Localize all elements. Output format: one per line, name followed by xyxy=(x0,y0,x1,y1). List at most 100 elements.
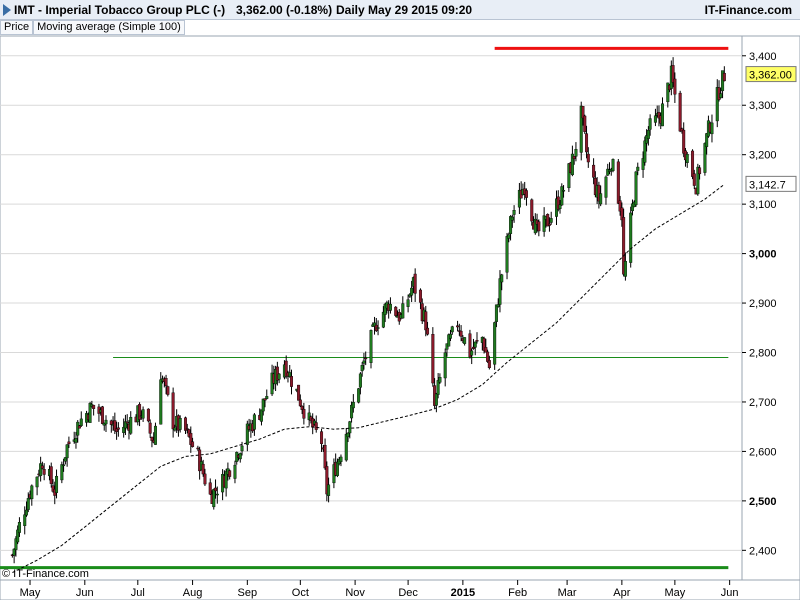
candle-body xyxy=(314,422,318,430)
last-quote: 3,362.00 (-0.18%) xyxy=(236,3,333,17)
candle-body xyxy=(558,204,562,209)
candle-body xyxy=(42,469,46,475)
candle-body xyxy=(125,421,129,424)
datetime-label: May 29 2015 09:20 xyxy=(368,3,473,17)
candle-body xyxy=(438,377,442,383)
candle-body xyxy=(574,149,578,157)
candle-body xyxy=(388,303,392,311)
candle-body xyxy=(39,463,43,476)
candle-body xyxy=(524,190,528,198)
collapse-arrow-icon[interactable] xyxy=(3,4,11,16)
last-price-label-box xyxy=(745,66,797,83)
candle-body xyxy=(583,115,587,132)
candle-body xyxy=(116,427,120,430)
candle-body xyxy=(215,493,219,496)
candle-body xyxy=(470,350,474,356)
candle-body xyxy=(358,373,362,388)
candle-body xyxy=(705,133,709,147)
candle-body xyxy=(443,352,447,379)
y-tick-label: 3,200 xyxy=(749,150,777,162)
candle-body xyxy=(484,347,488,353)
x-tick-label: Nov xyxy=(345,587,365,599)
candle-body xyxy=(171,392,175,430)
candle-body xyxy=(23,514,27,526)
candle-body xyxy=(505,236,509,273)
candle-body xyxy=(203,473,207,485)
candle-body xyxy=(77,425,81,429)
candle-body xyxy=(284,360,288,377)
candle-body xyxy=(424,311,428,331)
candle-body xyxy=(92,404,96,409)
candle-body xyxy=(159,379,163,425)
candle-body xyxy=(510,216,514,221)
x-tick-label: Aug xyxy=(183,587,203,599)
candle-body xyxy=(691,150,695,177)
candle-body xyxy=(530,199,534,222)
candle-body xyxy=(450,326,454,333)
last-price-label: 3,362.00 xyxy=(749,70,792,82)
candle-body xyxy=(12,548,16,556)
legend-moving-average[interactable]: Moving average (Simple 100) xyxy=(33,20,185,35)
y-tick-label: 2,400 xyxy=(749,545,777,557)
candle-body xyxy=(196,447,200,450)
candle-body xyxy=(40,465,44,469)
candle-body xyxy=(487,360,491,369)
candle-body xyxy=(715,87,719,122)
plot-area xyxy=(0,35,743,581)
candle-body xyxy=(661,103,665,127)
candle-body xyxy=(549,218,553,223)
candle-body xyxy=(138,404,142,420)
candle-body xyxy=(463,337,467,344)
candles-group xyxy=(10,57,726,564)
candle-body xyxy=(79,418,83,426)
candle-body xyxy=(348,421,352,434)
candle-body xyxy=(719,93,723,98)
candle-body xyxy=(344,433,348,461)
candle-body xyxy=(74,438,78,443)
legend-price[interactable]: Price xyxy=(0,20,34,35)
title-bar: IMT - Imperial Tobacco Group PLC (-) 3,3… xyxy=(0,0,800,20)
candle-body xyxy=(682,129,686,154)
candle-body xyxy=(629,212,633,263)
x-tick-label: Dec xyxy=(398,587,418,599)
candle-body xyxy=(362,360,366,364)
brand-label: IT-Finance.com xyxy=(704,3,792,17)
y-tick-label: 2,800 xyxy=(749,348,777,360)
y-axis-panel xyxy=(741,35,800,581)
candle-body xyxy=(401,303,405,319)
candle-body xyxy=(327,484,331,496)
candle-body xyxy=(685,154,689,163)
candle-body xyxy=(560,186,564,206)
candle-body xyxy=(25,509,29,516)
x-tick-label: 2015 xyxy=(451,587,475,599)
candle-body xyxy=(494,304,498,322)
x-tick-label: Feb xyxy=(508,587,527,599)
candle-body xyxy=(26,498,30,510)
candle-body xyxy=(496,304,500,307)
candle-body xyxy=(434,393,438,406)
candle-body xyxy=(141,409,145,419)
candle-body xyxy=(634,171,638,206)
candle-body xyxy=(290,376,294,387)
candle-body xyxy=(233,464,237,479)
x-axis-panel xyxy=(0,579,800,600)
candle-body xyxy=(622,217,626,275)
candle-body xyxy=(320,431,324,444)
x-tick-label: Mar xyxy=(558,587,577,599)
candle-body xyxy=(76,421,80,436)
candle-body xyxy=(277,373,281,380)
candle-body xyxy=(65,444,69,459)
candle-body xyxy=(413,273,417,294)
candle-body xyxy=(62,464,66,467)
candle-body xyxy=(60,464,64,481)
candle-body xyxy=(585,133,589,153)
candle-body xyxy=(581,106,585,119)
candle-body xyxy=(500,274,504,283)
candle-body xyxy=(129,416,133,434)
candle-body xyxy=(351,401,355,409)
candle-body xyxy=(418,289,422,303)
y-tick-label: 2,700 xyxy=(749,397,777,409)
candle-body xyxy=(426,327,430,335)
y-tick-label: 2,600 xyxy=(749,446,777,458)
